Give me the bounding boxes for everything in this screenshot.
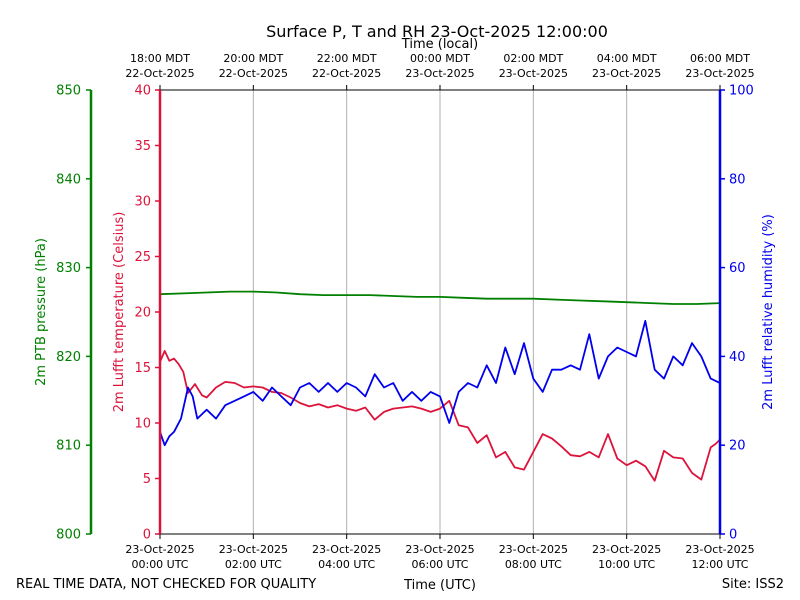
chart-title: Surface P, T and RH 23-Oct-2025 12:00:00 bbox=[266, 22, 608, 41]
top-tick-date: 23-Oct-2025 bbox=[685, 67, 754, 80]
series-group bbox=[159, 290, 721, 482]
bottom-tick-date: 23-Oct-2025 bbox=[499, 543, 568, 556]
bottom-tick-time: 04:00 UTC bbox=[318, 558, 375, 571]
bottom-tick-date: 23-Oct-2025 bbox=[405, 543, 474, 556]
bottom-tick-time: 02:00 UTC bbox=[225, 558, 282, 571]
top-tick-time: 00:00 MDT bbox=[410, 52, 470, 65]
bottom-tick-date: 23-Oct-2025 bbox=[592, 543, 661, 556]
top-tick-date: 23-Oct-2025 bbox=[405, 67, 474, 80]
site-label: Site: ISS2 bbox=[722, 577, 784, 592]
x-axis-label: Time (UTC) bbox=[403, 578, 476, 593]
bottom-tick-date: 23-Oct-2025 bbox=[125, 543, 194, 556]
temperature-series-line bbox=[159, 349, 721, 482]
bottom-tick-time: 00:00 UTC bbox=[131, 558, 188, 571]
temperature-tick-label: 25 bbox=[134, 250, 151, 265]
pressure-tick-label: 820 bbox=[56, 350, 81, 365]
humidity-axis-label: 2m Lufft relative humidity (%) bbox=[761, 214, 776, 410]
bottom-tick-time: 12:00 UTC bbox=[691, 558, 748, 571]
temperature-tick-label: 40 bbox=[134, 84, 151, 99]
top-tick-date: 22-Oct-2025 bbox=[219, 67, 288, 80]
temperature-tick-label: 15 bbox=[134, 361, 151, 376]
humidity-tick-label: 80 bbox=[729, 172, 746, 187]
humidity-tick-label: 0 bbox=[729, 528, 737, 543]
bottom-tick-date: 23-Oct-2025 bbox=[312, 543, 381, 556]
temperature-tick-label: 35 bbox=[134, 139, 151, 154]
bottom-tick-time: 10:00 UTC bbox=[598, 558, 655, 571]
temperature-axis-label: 2m Lufft temperature (Celsius) bbox=[112, 212, 127, 413]
pressure-tick-label: 810 bbox=[56, 439, 81, 454]
quality-note: REAL TIME DATA, NOT CHECKED FOR QUALITY bbox=[16, 577, 316, 592]
grid bbox=[252, 90, 628, 534]
top-axis-label: Time (local) bbox=[401, 37, 478, 52]
pressure-tick-label: 840 bbox=[56, 172, 81, 187]
top-tick-date: 22-Oct-2025 bbox=[125, 67, 194, 80]
axes bbox=[86, 85, 725, 539]
top-tick-time: 04:00 MDT bbox=[597, 52, 657, 65]
humidity-tick-label: 60 bbox=[729, 261, 746, 276]
top-tick-time: 02:00 MDT bbox=[503, 52, 563, 65]
pressure-series-line bbox=[159, 290, 721, 305]
top-tick-date: 23-Oct-2025 bbox=[499, 67, 568, 80]
top-tick-time: 22:00 MDT bbox=[317, 52, 377, 65]
bottom-tick-date: 23-Oct-2025 bbox=[219, 543, 288, 556]
top-tick-date: 23-Oct-2025 bbox=[592, 67, 661, 80]
top-tick-time: 18:00 MDT bbox=[130, 52, 190, 65]
temperature-tick-label: 30 bbox=[134, 195, 151, 210]
humidity-tick-label: 20 bbox=[729, 439, 746, 454]
temperature-tick-label: 10 bbox=[134, 417, 151, 432]
top-tick-time: 06:00 MDT bbox=[690, 52, 750, 65]
pressure-tick-label: 850 bbox=[56, 84, 81, 99]
top-tick-date: 22-Oct-2025 bbox=[312, 67, 381, 80]
humidity-tick-label: 100 bbox=[729, 84, 754, 99]
humidity-tick-label: 40 bbox=[729, 350, 746, 365]
bottom-tick-time: 06:00 UTC bbox=[411, 558, 468, 571]
humidity-series-line bbox=[159, 319, 721, 447]
temperature-tick-label: 0 bbox=[143, 528, 151, 543]
temperature-tick-label: 20 bbox=[134, 306, 151, 321]
top-tick-time: 20:00 MDT bbox=[223, 52, 283, 65]
pressure-axis-label: 2m PTB pressure (hPa) bbox=[34, 238, 49, 386]
pressure-tick-label: 800 bbox=[56, 528, 81, 543]
bottom-tick-time: 08:00 UTC bbox=[505, 558, 562, 571]
pressure-tick-label: 830 bbox=[56, 261, 81, 276]
temperature-tick-label: 5 bbox=[143, 472, 151, 487]
bottom-tick-date: 23-Oct-2025 bbox=[685, 543, 754, 556]
tick-labels: 0 5 10 15 20 25 30 35 40 0 20 40 60 80 100 800 810 820 830… bbox=[56, 52, 754, 571]
